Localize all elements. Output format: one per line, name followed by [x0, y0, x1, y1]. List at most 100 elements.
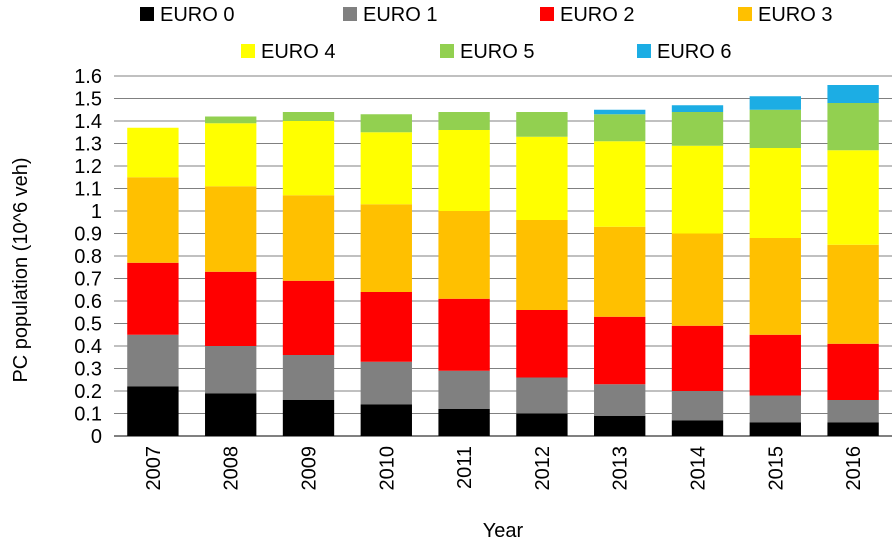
legend-swatch	[440, 44, 454, 58]
legend-item-euro-1: EURO 1	[343, 4, 437, 26]
bar-segment-euro-0	[282, 400, 335, 436]
x-tick-label: 2011	[454, 446, 476, 489]
y-tick-label: 1.5	[74, 89, 102, 111]
bar-segment-euro-4	[127, 127, 179, 178]
bar-segment-euro-0	[827, 422, 879, 436]
y-axis-title: PC population (10^6 veh)	[10, 157, 32, 382]
bar-stack-2009	[282, 112, 335, 436]
bar-segment-euro-1	[516, 377, 568, 414]
y-tick-labels: 00.10.20.30.40.50.60.70.80.911.11.21.31.…	[74, 66, 102, 448]
x-tick-label: 2008	[221, 446, 243, 491]
y-tick-label: 0.9	[74, 224, 102, 246]
bar-segment-euro-1	[827, 400, 879, 423]
bar-segment-euro-0	[594, 415, 646, 436]
bar-segment-euro-2	[282, 280, 335, 355]
bar-stack-2007	[127, 127, 179, 436]
y-tick-label: 0.5	[74, 314, 102, 336]
x-tick-label: 2016	[843, 446, 865, 491]
legend-swatch	[637, 44, 651, 58]
y-tick-label: 0.4	[74, 336, 102, 358]
legend-label: EURO 0	[160, 4, 234, 26]
bar-segment-euro-4	[516, 136, 568, 220]
bar-segment-euro-2	[360, 292, 412, 362]
bar-segment-euro-2	[749, 334, 801, 396]
bar-stack-2008	[205, 116, 257, 436]
bar-segment-euro-2	[827, 343, 879, 400]
bar-segment-euro-3	[516, 220, 568, 310]
legend-swatch	[343, 7, 357, 21]
bar-segment-euro-4	[671, 145, 724, 234]
legend-swatch	[241, 44, 255, 58]
bar-segment-euro-1	[205, 346, 257, 394]
legend: EURO 0 EURO 1 EURO 2 EURO 3 EURO 4 EURO 5 EURO…	[140, 4, 832, 63]
bar-segment-euro-4	[594, 141, 646, 227]
bar-segment-euro-1	[127, 334, 179, 387]
legend-swatch	[540, 7, 554, 21]
legend-item-euro-2: EURO 2	[540, 4, 634, 26]
bar-segment-euro-4	[282, 121, 335, 196]
legend-label: EURO 5	[460, 41, 534, 63]
x-tick-label: 2014	[688, 446, 710, 491]
bar-segment-euro-2	[516, 310, 568, 378]
bar-segment-euro-4	[827, 150, 879, 245]
legend-item-euro-5: EURO 5	[440, 41, 534, 63]
bar-segment-euro-0	[438, 409, 490, 436]
bar-segment-euro-6	[827, 85, 879, 103]
legend-item-euro-0: EURO 0	[140, 4, 234, 26]
bar-stack-2015	[749, 96, 801, 436]
bar-segment-euro-5	[516, 112, 568, 137]
bar-segment-euro-1	[282, 355, 335, 400]
bar-segment-euro-1	[671, 391, 724, 421]
bar-segment-euro-4	[360, 132, 412, 205]
bar-segment-euro-3	[594, 226, 646, 317]
bar-segment-euro-5	[205, 116, 257, 124]
legend-item-euro-3: EURO 3	[738, 4, 832, 26]
bar-segment-euro-1	[360, 361, 412, 405]
bar-segment-euro-3	[282, 195, 335, 281]
bar-segment-euro-5	[749, 109, 801, 148]
x-tick-label: 2007	[143, 446, 165, 491]
x-tick-label: 2013	[610, 446, 632, 491]
bar-segment-euro-0	[749, 422, 801, 436]
bar-segment-euro-6	[749, 96, 801, 110]
bar-segment-euro-3	[360, 204, 412, 292]
y-tick-label: 0.8	[74, 246, 102, 268]
bar-segment-euro-5	[827, 103, 879, 151]
x-axis-title: Year	[483, 520, 524, 542]
bar-segment-euro-4	[749, 148, 801, 238]
legend-swatch	[738, 7, 752, 21]
x-tick-labels: 2007 2008 2009 2010 2011 2012 2013 2014 2015 2016	[143, 446, 865, 491]
bar-stack-2016	[827, 85, 879, 436]
bar-segment-euro-5	[282, 112, 335, 121]
bar-segment-euro-2	[127, 262, 179, 335]
legend-swatch	[140, 7, 154, 21]
bar-segment-euro-5	[594, 114, 646, 142]
bar-segment-euro-2	[205, 271, 257, 346]
bar-stack-2014	[671, 105, 724, 436]
y-tick-label: 1	[91, 201, 102, 223]
y-tick-label: 0.6	[74, 291, 102, 313]
bar-stack-2011	[438, 112, 490, 436]
bar-segment-euro-5	[360, 114, 412, 133]
bars	[127, 85, 879, 436]
bar-segment-euro-0	[516, 413, 568, 436]
y-tick-label: 0.3	[74, 359, 102, 381]
y-tick-label: 1.6	[74, 66, 102, 88]
y-tick-label: 1.1	[74, 179, 102, 201]
bar-segment-euro-0	[360, 404, 412, 436]
y-tick-label: 0.1	[74, 404, 102, 426]
legend-label: EURO 3	[758, 4, 832, 26]
bar-segment-euro-3	[205, 186, 257, 272]
bar-segment-euro-1	[438, 370, 490, 409]
bar-segment-euro-3	[827, 244, 879, 344]
y-tick-label: 0.2	[74, 381, 102, 403]
bar-segment-euro-3	[438, 211, 490, 299]
x-tick-label: 2009	[299, 446, 321, 491]
y-tick-label: 0	[91, 426, 102, 448]
bar-segment-euro-1	[594, 384, 646, 416]
bar-segment-euro-5	[671, 112, 724, 146]
bar-segment-euro-3	[127, 177, 179, 263]
x-tick-label: 2010	[376, 446, 398, 491]
bar-stack-2013	[594, 109, 646, 436]
